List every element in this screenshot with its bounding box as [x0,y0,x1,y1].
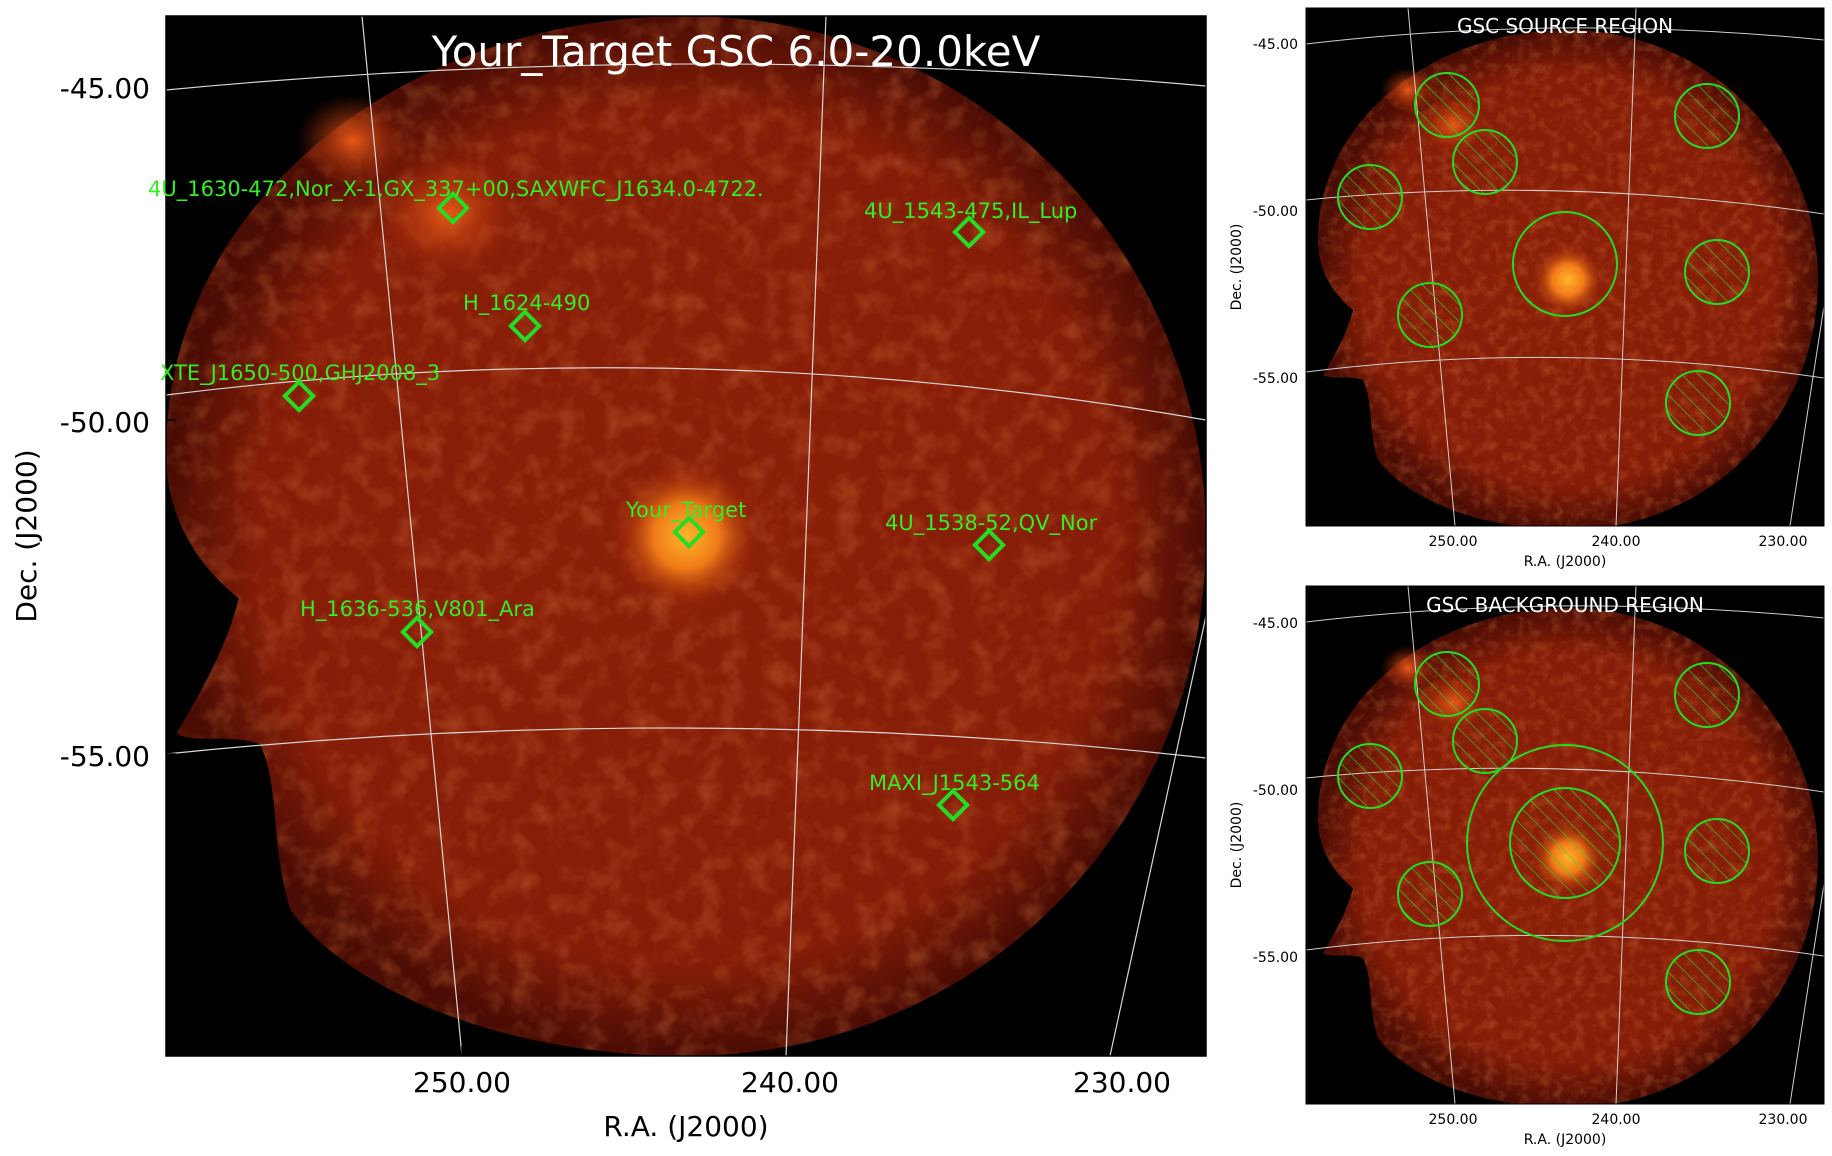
ra-tick-label: 230.00 [1759,534,1808,550]
background-circle [1337,743,1403,809]
source-exclusion-inner-circle [1509,787,1621,899]
dec-tick-label: -45.00 [1253,37,1298,53]
main-y-axis-label: Dec. (J2000) [10,449,43,622]
dec-tick-label: -45.00 [60,72,150,105]
background-circle [1414,651,1480,717]
ra-tick-label: 240.00 [1592,534,1641,550]
dec-tick-label: -50.00 [60,406,150,439]
source-marker [936,788,970,822]
ra-tick-label: 240.00 [1592,1112,1641,1128]
main-x-axis-label: R.A. (J2000) [603,1110,768,1143]
background-region-panel: GSC BACKGROUND REGION -45.00 -50.00 -55.… [1229,585,1825,1148]
ra-tick-label: 250.00 [1429,1112,1478,1128]
background-circle [1665,949,1731,1015]
main-plot-frame [165,15,1207,1057]
main-title: Your_Target GSC 6.0-20.0keV [431,27,1041,76]
background-region-x-axis-label: R.A. (J2000) [1524,1132,1607,1148]
source-marker [282,379,316,413]
dec-tick-label: -55.00 [1253,950,1298,966]
background-circle [1674,662,1740,728]
source-region-sky-image [1306,8,1824,526]
background-circle [1397,282,1463,348]
source-marker [952,215,986,249]
background-circle [1684,818,1750,884]
source-region-circles [1337,72,1750,436]
background-circle [1665,370,1731,436]
source-region-circle [1512,211,1618,317]
source-label: 4U_1538-52,QV_Nor [885,511,1098,536]
dec-tick-label: -45.00 [1253,616,1298,632]
background-region-sky-image [1306,586,1824,1104]
source-region-title: GSC SOURCE REGION [1457,14,1673,38]
source-marker [400,615,434,649]
main-panel: Your_Target GSC 6.0-20.0keV -45.00 -50.0… [10,15,1207,1143]
source-region-x-axis-label: R.A. (J2000) [1524,554,1607,570]
dec-tick-label: -50.00 [1253,783,1298,799]
source-region-frame [1305,7,1825,527]
background-circle [1674,83,1740,149]
background-region-title: GSC BACKGROUND REGION [1426,593,1704,617]
background-circle [1414,72,1480,138]
background-circle [1452,708,1518,774]
background-region-y-axis-label: Dec. (J2000) [1229,802,1245,889]
background-region-circles [1337,651,1750,1015]
source-markers [282,191,1006,822]
source-marker [672,515,706,549]
source-region-panel: GSC SOURCE REGION -45.00 -50.00 -55.00 2… [1229,7,1825,570]
ra-tick-label: 230.00 [1759,1112,1808,1128]
source-label: H_1624-490 [463,291,590,316]
dec-tick-label: -50.00 [1253,204,1298,220]
background-circle [1337,164,1403,230]
ra-tick-label: 230.00 [1073,1066,1171,1099]
main-ticks [166,85,1123,1056]
source-label: MAXI_J1543-564 [869,771,1040,796]
background-region-frame [1305,585,1825,1105]
source-marker [436,191,470,225]
source-label: H_1636-536,V801_Ara [300,597,535,622]
dec-tick-label: -55.00 [1253,371,1298,387]
source-label: XTE_J1650-500,GHJ2008_3 [160,361,440,386]
ra-tick-label: 250.00 [1429,534,1478,550]
source-label: 4U_1543-475,IL_Lup [864,199,1077,224]
main-sky-image [166,16,1206,1056]
main-coordinate-grid [166,16,1206,1056]
source-label: Your_Target [625,498,746,523]
background-circle [1397,861,1463,927]
source-region-y-axis-label: Dec. (J2000) [1229,224,1245,311]
source-exclusion-outer-circle [1466,744,1664,942]
source-label: 4U_1630-472,Nor_X-1,GX_337+00,SAXWFC_J16… [148,177,764,202]
dec-tick-label: -55.00 [60,740,150,773]
background-circle [1452,129,1518,195]
source-marker [972,528,1006,562]
source-marker [508,309,542,343]
background-circle [1684,239,1750,305]
ra-tick-label: 250.00 [413,1066,511,1099]
ra-tick-label: 240.00 [741,1066,839,1099]
